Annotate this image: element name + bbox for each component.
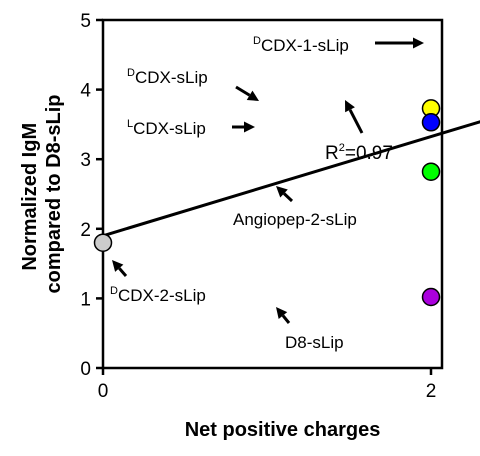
- arrow-head: [413, 37, 424, 49]
- annotation-superscript: 2: [339, 142, 345, 154]
- arrow-head: [276, 307, 288, 320]
- axes: [101, 18, 444, 370]
- x-tick-label: 0: [98, 381, 109, 402]
- x-axis-title: Net positive charges: [185, 419, 381, 441]
- label-superscript: L: [127, 118, 133, 130]
- annotation-suffix: =0.97: [345, 143, 393, 164]
- point-arrow: [276, 186, 294, 203]
- arrow-head: [112, 260, 124, 272]
- y-tick-label: 3: [80, 150, 91, 171]
- point-arrow: [276, 307, 291, 324]
- annotation-arrows: [112, 37, 424, 324]
- point-labels: DCDX-1-sLipDCDX-sLipLCDX-sLipAngiopep-2-…: [110, 35, 393, 352]
- axis-ticks: 012345024: [80, 11, 437, 402]
- y-axis-title: Normalized IgM compared to D8-sLip: [19, 95, 65, 294]
- y-tick-label: 2: [80, 220, 91, 241]
- annotation-arrow: [345, 100, 364, 134]
- annotation-prefix: R: [325, 143, 339, 164]
- label-superscript: D: [127, 67, 135, 79]
- y-tick-label: 1: [80, 289, 91, 310]
- point-label: Angiopep-2-sLip: [233, 210, 357, 229]
- label-name: D8-sLip: [285, 333, 344, 352]
- point-arrow: [235, 85, 259, 101]
- arrow-head: [246, 90, 259, 101]
- point-label: DCDX-2-sLip: [110, 285, 206, 305]
- y-tick-label: 0: [80, 359, 91, 380]
- label-superscript: D: [253, 35, 261, 47]
- arrow-head: [345, 100, 355, 113]
- arrow-shaft: [235, 85, 251, 97]
- regression-line: [102, 120, 480, 238]
- label-superscript: D: [110, 285, 118, 297]
- arrow-shaft: [348, 109, 364, 134]
- arrow-head: [244, 121, 255, 133]
- arrow-shaft: [281, 314, 291, 324]
- data-point: [421, 162, 441, 181]
- point-label: DCDX-sLip: [127, 67, 208, 87]
- point-arrow: [112, 260, 128, 277]
- data-point: [421, 287, 441, 307]
- r-squared-annotation: R2=0.97: [325, 142, 393, 164]
- data-point: [421, 113, 441, 132]
- label-name: CDX-2-sLip: [118, 286, 206, 305]
- y-tick-label: 4: [80, 81, 91, 102]
- label-name: Angiopep-2-sLip: [233, 210, 357, 229]
- arrow-shaft: [118, 267, 128, 277]
- point-arrow: [232, 121, 255, 133]
- arrow-head: [276, 186, 288, 198]
- point-label: DCDX-1-sLip: [253, 35, 349, 55]
- point-label: LCDX-sLip: [127, 118, 206, 138]
- x-tick-label: 2: [426, 381, 437, 402]
- y-tick-label: 5: [80, 11, 91, 32]
- plot-frame: [101, 18, 444, 370]
- arrow-shaft: [282, 192, 294, 203]
- label-name: CDX-sLip: [133, 119, 206, 138]
- data-point: [93, 233, 113, 252]
- data-points: [93, 99, 441, 307]
- point-arrow: [375, 37, 424, 49]
- y-axis-title-line-1: Normalized IgM: [19, 123, 41, 271]
- y-axis-title-line-2: compared to D8-sLip: [43, 95, 65, 294]
- point-label: D8-sLip: [285, 333, 344, 352]
- label-name: CDX-sLip: [135, 68, 208, 87]
- fit-line-group: [102, 120, 480, 238]
- label-name: CDX-1-sLip: [261, 36, 349, 55]
